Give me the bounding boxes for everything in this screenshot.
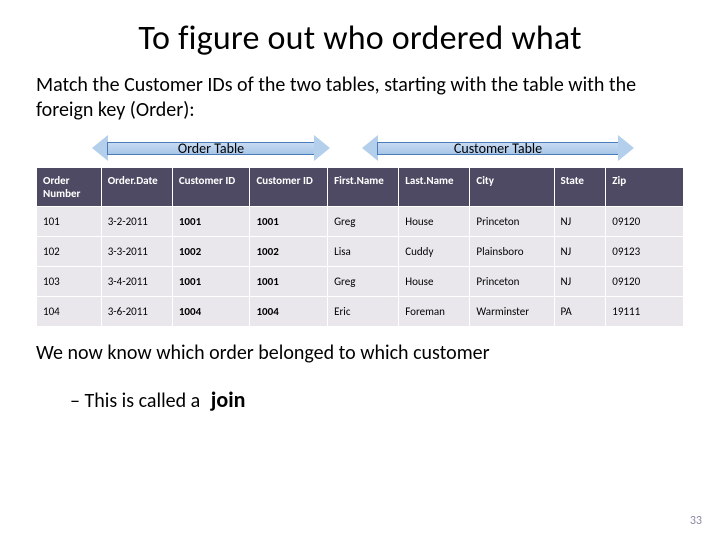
table-cell: Plainsboro [470, 237, 554, 267]
table-labels-row: Order Table Customer Table [36, 131, 684, 165]
table-cell: Princeton [470, 267, 554, 297]
column-header: City [470, 168, 554, 207]
table-cell: PA [554, 297, 606, 327]
arrow-head-left-icon [92, 135, 108, 161]
arrow-head-left-icon [362, 135, 378, 161]
column-header: Customer ID [250, 168, 328, 207]
table-cell: 104 [37, 297, 102, 327]
table-cell: 1002 [172, 237, 250, 267]
table-row: 1033-4-201110011001GregHousePrincetonNJ0… [37, 267, 684, 297]
table-cell: NJ [554, 207, 606, 237]
table-cell: 09120 [606, 207, 684, 237]
table-cell: 1002 [250, 237, 328, 267]
table-cell: 1001 [250, 267, 328, 297]
table-cell: 1001 [172, 267, 250, 297]
table-cell: 1001 [172, 207, 250, 237]
table-cell: Greg [328, 207, 399, 237]
column-header: State [554, 168, 606, 207]
page-number: 33 [690, 514, 702, 528]
column-header: Last.Name [399, 168, 470, 207]
table-header-row: Order NumberOrder.DateCustomer IDCustome… [37, 168, 684, 207]
footer-line-1: We now know which order belonged to whic… [36, 341, 684, 366]
table-cell: House [399, 267, 470, 297]
table-row: 1023-3-201110021002LisaCuddyPlainsboroNJ… [37, 237, 684, 267]
table-cell: NJ [554, 237, 606, 267]
arrow-body [107, 142, 315, 155]
column-header: Order.Date [101, 168, 172, 207]
table-cell: 1004 [172, 297, 250, 327]
table-cell: Princeton [470, 207, 554, 237]
table-cell: 101 [37, 207, 102, 237]
column-header: Order Number [37, 168, 102, 207]
arrow-head-right-icon [314, 135, 330, 161]
column-header: Zip [606, 168, 684, 207]
table-cell: 09123 [606, 237, 684, 267]
table-cell: 3-2-2011 [101, 207, 172, 237]
table-cell: 19111 [606, 297, 684, 327]
table-cell: 3-4-2011 [101, 267, 172, 297]
footer-sub-text: – This is called a [70, 389, 205, 413]
order-table-arrow: Order Table [92, 135, 330, 161]
table-cell: Cuddy [399, 237, 470, 267]
table-cell: 102 [37, 237, 102, 267]
table-cell: Greg [328, 267, 399, 297]
arrow-head-right-icon [618, 135, 634, 161]
column-header: Customer ID [172, 168, 250, 207]
slide-title: To figure out who ordered what [36, 18, 684, 59]
table-cell: 3-3-2011 [101, 237, 172, 267]
column-header: First.Name [328, 168, 399, 207]
table-row: 1043-6-201110041004EricForemanWarminster… [37, 297, 684, 327]
joined-table: Order NumberOrder.DateCustomer IDCustome… [36, 167, 684, 327]
table-cell: 103 [37, 267, 102, 297]
table-cell: Warminster [470, 297, 554, 327]
footer-join-word: join [211, 386, 246, 413]
table-cell: 3-6-2011 [101, 297, 172, 327]
table-cell: 1004 [250, 297, 328, 327]
footer-line-2: – This is called a join [70, 386, 684, 413]
customer-table-arrow: Customer Table [362, 135, 634, 161]
slide-subtitle: Match the Customer IDs of the two tables… [36, 73, 684, 123]
table-row: 1013-2-201110011001GregHousePrincetonNJ0… [37, 207, 684, 237]
table-cell: Foreman [399, 297, 470, 327]
table-cell: 09120 [606, 267, 684, 297]
arrow-body [377, 142, 619, 155]
table-cell: House [399, 207, 470, 237]
table-cell: Lisa [328, 237, 399, 267]
table-cell: NJ [554, 267, 606, 297]
table-cell: Eric [328, 297, 399, 327]
table-cell: 1001 [250, 207, 328, 237]
